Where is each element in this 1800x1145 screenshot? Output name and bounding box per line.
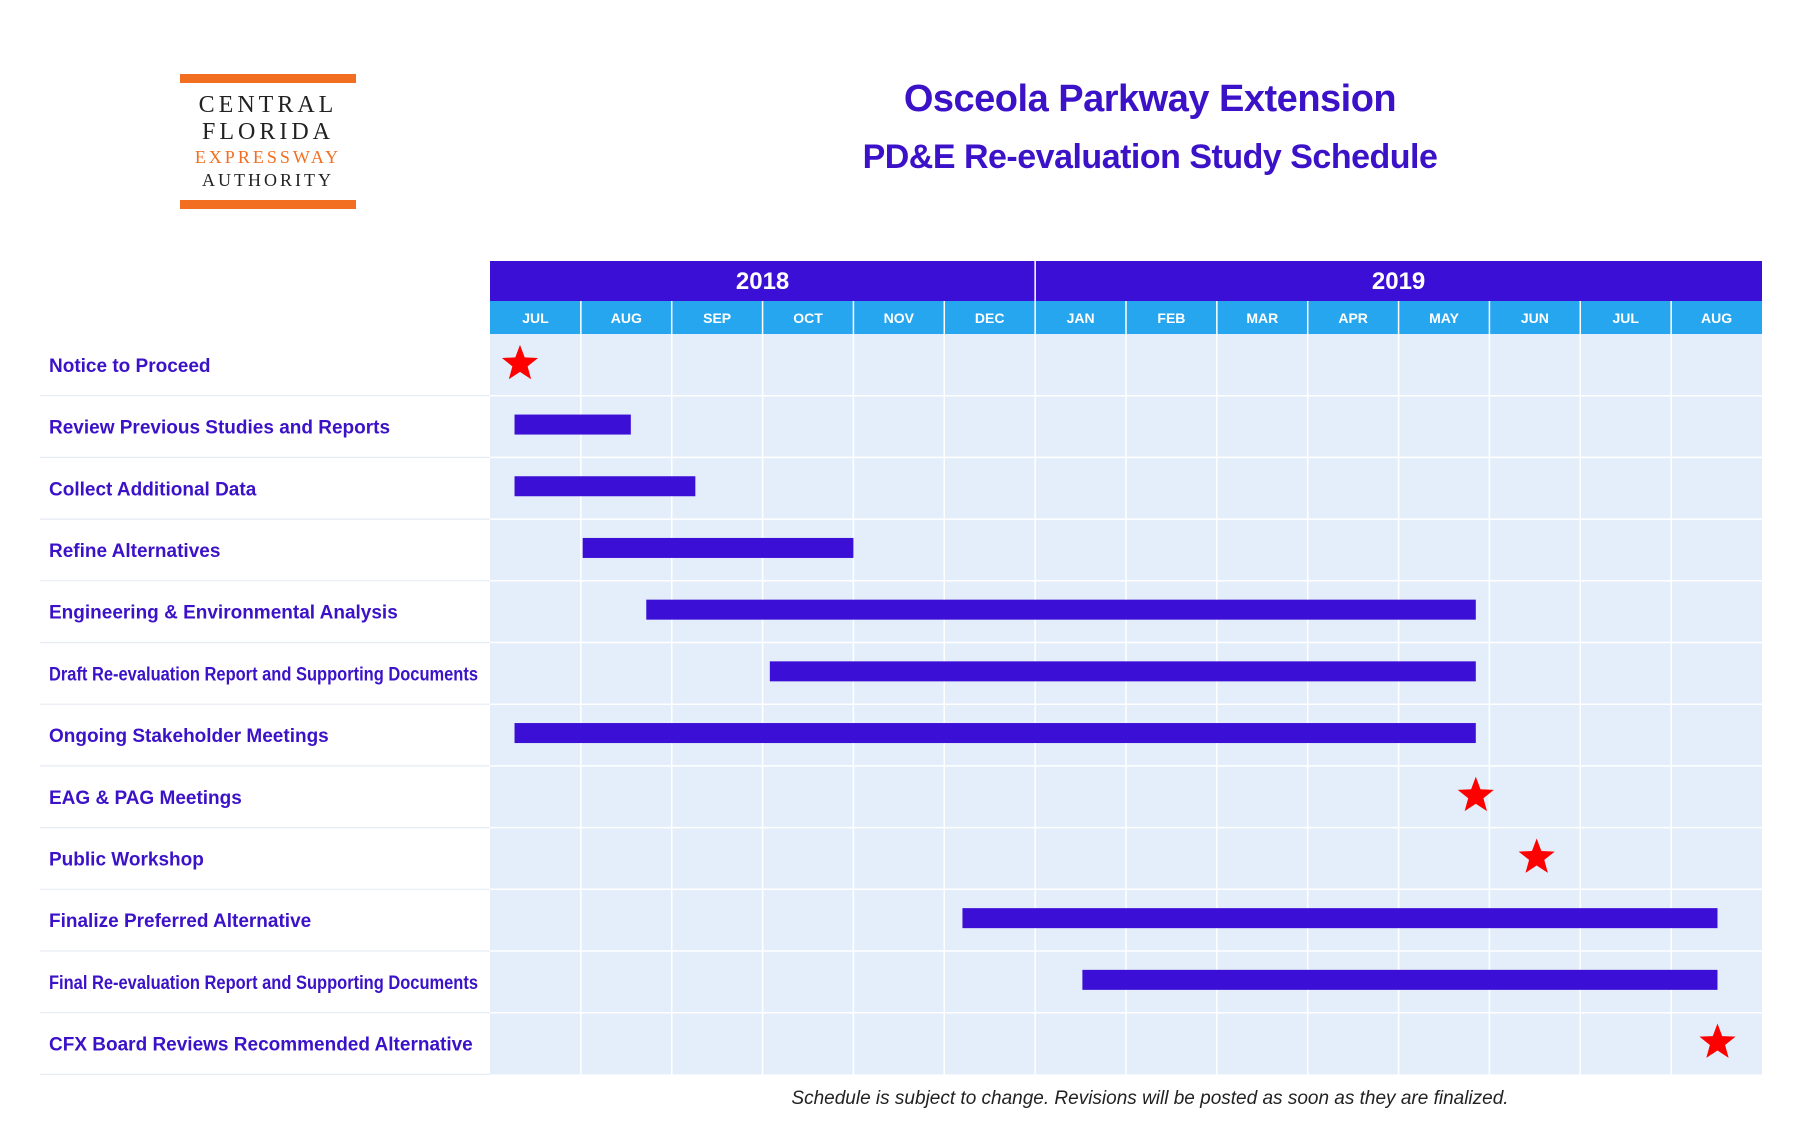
- month-label: MAR: [1246, 310, 1278, 326]
- task-label: Draft Re-evaluation Report and Supportin…: [49, 664, 478, 685]
- month-label: NOV: [884, 310, 915, 326]
- month-label: MAY: [1429, 310, 1459, 326]
- year-label: 2019: [1372, 268, 1425, 295]
- month-label: JUL: [1612, 310, 1639, 326]
- logo-line-central: CENTRAL: [198, 92, 338, 118]
- task-label: Finalize Preferred Alternative: [49, 911, 311, 932]
- month-label: AUG: [1701, 310, 1732, 326]
- chart-subtitle: PD&E Re-evaluation Study Schedule: [862, 138, 1438, 176]
- task-bar: [514, 414, 631, 435]
- milestone-star: [501, 344, 539, 380]
- task-label: Ongoing Stakeholder Meetings: [49, 726, 329, 747]
- milestone-star: [1457, 776, 1494, 812]
- task-label: Refine Alternatives: [49, 541, 220, 562]
- task-bar: [769, 661, 1476, 682]
- task-label: Engineering & Environmental Analysis: [49, 603, 398, 624]
- logo-line-expressway: EXPRESSWAY: [194, 147, 342, 167]
- task-label: Final Re-evaluation Report and Supportin…: [49, 973, 478, 994]
- task-label: CFX Board Reviews Recommended Alternativ…: [49, 1035, 473, 1056]
- logo-line-florida: FLORIDA: [201, 119, 334, 145]
- task-bar: [646, 599, 1476, 620]
- month-label: DEC: [975, 310, 1005, 326]
- month-label: APR: [1338, 310, 1368, 326]
- logo-bottom-bar: [180, 200, 356, 209]
- milestone-star: [1699, 1023, 1736, 1058]
- task-bar: [582, 537, 854, 558]
- task-label: EAG & PAG Meetings: [49, 788, 242, 809]
- task-bar: [514, 476, 696, 497]
- milestone-star: [1518, 838, 1555, 873]
- schedule-footnote: Schedule is subject to change. Revisions…: [791, 1088, 1509, 1109]
- task-bar: [962, 908, 1718, 929]
- logo-top-bar: [180, 74, 356, 83]
- year-header: [490, 261, 1762, 301]
- task-label: Collect Additional Data: [49, 479, 257, 500]
- task-label: Review Previous Studies and Reports: [49, 418, 390, 439]
- month-label: JAN: [1067, 310, 1095, 326]
- task-bar: [514, 723, 1476, 744]
- logo-line-authority: AUTHORITY: [202, 170, 334, 190]
- month-label: FEB: [1157, 310, 1185, 326]
- month-label: JUL: [522, 310, 549, 326]
- month-label: AUG: [611, 310, 642, 326]
- task-label: Notice to Proceed: [49, 356, 211, 377]
- chart-title: Osceola Parkway Extension: [903, 78, 1397, 120]
- cfx-logo: CENTRAL FLORIDA EXPRESSWAY AUTHORITY: [180, 74, 356, 209]
- task-label: Public Workshop: [49, 849, 204, 870]
- month-label: OCT: [793, 310, 823, 326]
- month-label: JUN: [1521, 310, 1549, 326]
- month-label: SEP: [703, 310, 731, 326]
- task-bar: [1082, 969, 1718, 990]
- year-label: 2018: [736, 268, 789, 295]
